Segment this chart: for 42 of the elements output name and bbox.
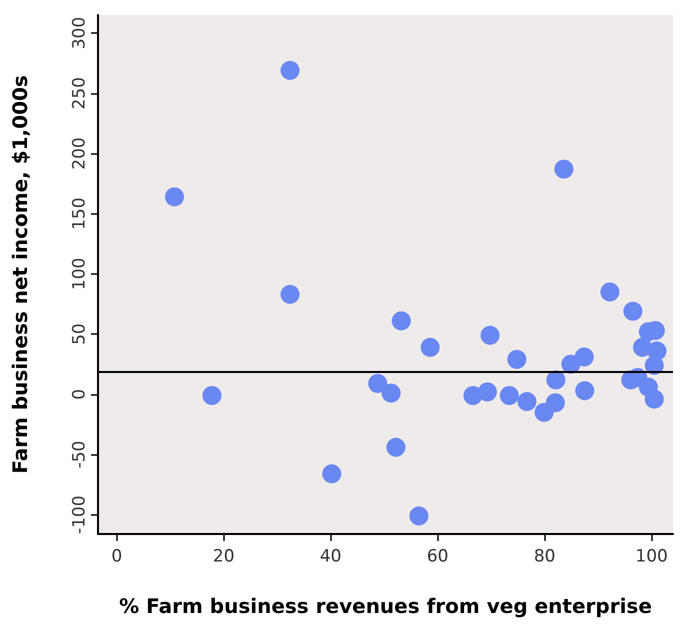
point xyxy=(382,384,401,403)
y-tick-label: 50 xyxy=(70,323,90,345)
point xyxy=(500,386,519,406)
y-tick-label: -50 xyxy=(70,440,90,468)
point xyxy=(420,338,440,357)
y-tick-label: 300 xyxy=(70,16,90,50)
point xyxy=(546,370,566,390)
x-tick-label: 100 xyxy=(635,546,668,566)
y-tick-label: -100 xyxy=(70,495,90,534)
y-tick-label: 150 xyxy=(70,197,90,230)
point xyxy=(554,160,574,179)
point xyxy=(202,386,222,406)
y-tick-label: 200 xyxy=(70,137,90,170)
y-tick-label: 0 xyxy=(70,388,90,400)
y-tick-label: 250 xyxy=(70,77,90,110)
point xyxy=(480,326,500,345)
x-tick-label: 80 xyxy=(534,546,556,566)
y-axis-title: Farm business net income, $1,000s xyxy=(8,75,32,474)
point xyxy=(644,356,664,375)
point xyxy=(392,311,411,330)
x-axis-title: % Farm business revenues from veg enterprise xyxy=(119,594,652,618)
x-tick-label: 60 xyxy=(426,546,448,566)
point xyxy=(165,187,184,206)
x-tick-label: 20 xyxy=(212,546,235,566)
point xyxy=(574,347,594,366)
point xyxy=(280,284,300,304)
point xyxy=(546,393,565,412)
point xyxy=(280,60,300,80)
point xyxy=(644,390,664,409)
point xyxy=(368,374,388,393)
point xyxy=(322,464,342,484)
point xyxy=(478,382,497,402)
point xyxy=(409,506,428,526)
y-tick-label: 100 xyxy=(70,258,90,290)
point xyxy=(386,438,406,457)
x-tick-label: 0 xyxy=(111,546,122,566)
point xyxy=(575,381,594,400)
x-tick-label: 40 xyxy=(320,546,342,566)
point xyxy=(600,282,620,302)
point xyxy=(623,302,642,321)
point xyxy=(507,350,526,369)
point xyxy=(517,392,536,412)
